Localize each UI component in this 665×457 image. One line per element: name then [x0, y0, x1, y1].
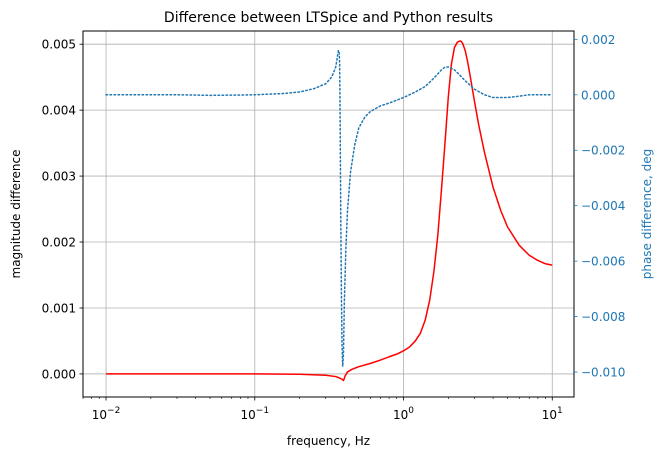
y-right-tick-label: −0.002	[581, 144, 625, 158]
y-left-tick-label: 0.000	[42, 367, 76, 381]
y-right-tick-label: −0.006	[581, 255, 625, 269]
y-right-tick-label: −0.004	[581, 199, 625, 213]
y-right-tick-label: −0.010	[581, 366, 625, 380]
phase-difference-line	[105, 49, 554, 368]
x-tick-label: 10−1	[241, 406, 270, 422]
y-left-tick-label: 0.004	[42, 104, 76, 118]
y-axis-right-label: phase difference, deg	[640, 149, 654, 280]
plot-frame	[82, 30, 575, 398]
grid-layer	[83, 31, 574, 397]
y-left-tick-label: 0.003	[42, 170, 76, 184]
y-right-tick-label: 0.002	[581, 33, 615, 47]
chart-title: Difference between LTSpice and Python re…	[164, 10, 493, 26]
y-left-tick-label: 0.002	[42, 236, 76, 250]
y-left-tick-label: 0.005	[42, 38, 76, 52]
magnitude-difference-line	[106, 40, 553, 382]
tick-layer: 10−2 10−1 100 101 0.000 0.001 0.002 0.003 0.004 0…	[42, 33, 626, 422]
x-tick-label: 10−2	[92, 406, 121, 422]
x-axis-label: frequency, Hz	[287, 434, 370, 448]
y-left-tick-label: 0.001	[42, 301, 76, 315]
x-tick-label: 100	[393, 406, 414, 422]
x-tick-label: 101	[542, 406, 563, 422]
y-right-tick-label: 0.000	[581, 88, 615, 102]
series-layer	[105, 40, 554, 382]
y-axis-left-label: magnitude difference	[9, 150, 23, 279]
y-right-tick-label: −0.008	[581, 310, 625, 324]
